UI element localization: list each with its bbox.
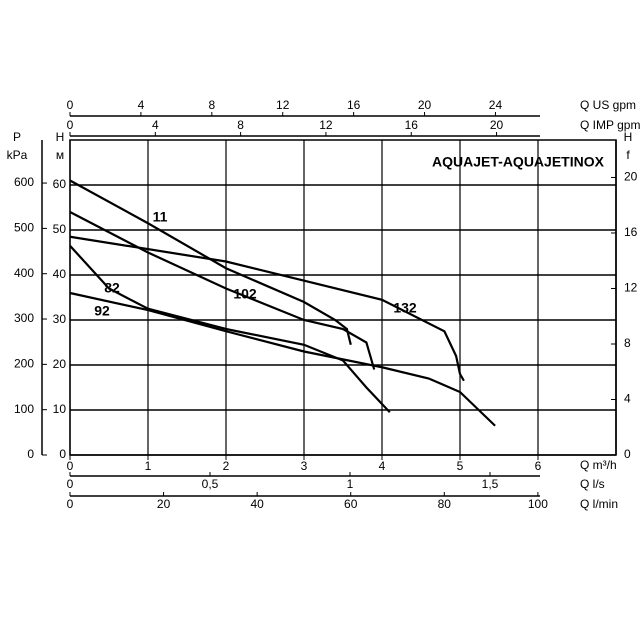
x-tick-label: 1 [145,459,152,473]
axis-label: Q l/s [580,477,605,491]
axis-tick-label: 12 [624,281,638,295]
y-tick-label: 60 [53,177,67,191]
x-axis-label: Q m³/h [580,458,617,472]
y-axis-unit: м [56,148,64,162]
axis-tick-label: 100 [528,497,548,511]
axis-tick-label: 12 [319,118,333,132]
axis-tick-label: 4 [624,392,631,406]
axis-tick-label: 20 [490,118,504,132]
axis-unit: f [626,148,630,162]
axis-tick-label: 600 [14,175,34,189]
curve [69,291,496,427]
axis-label: H [624,130,633,144]
axis-label: Q l/min [580,497,618,511]
axis-tick-label: 12 [276,98,290,112]
axis-tick-label: 500 [14,221,34,235]
axis-tick-label: 16 [347,98,361,112]
curve [69,179,352,346]
y-tick-label: 40 [53,267,67,281]
curve-label: 102 [233,286,257,302]
axis-tick-label: 200 [14,357,34,371]
axis-tick-label: 0 [67,98,74,112]
axis-tick-label: 100 [14,402,34,416]
curve [69,245,391,414]
axis-tick-label: 20 [418,98,432,112]
axis-label: P [13,130,21,144]
axis-tick-label: 60 [344,497,358,511]
axis-tick-label: 300 [14,311,34,325]
axis-tick-label: 80 [438,497,452,511]
y-tick-label: 0 [59,447,66,461]
axis-tick-label: 4 [138,98,145,112]
x-tick-label: 0 [67,459,74,473]
curve-label: 11 [153,209,168,225]
y-tick-label: 20 [53,357,67,371]
axis-tick-label: 16 [405,118,419,132]
axis-tick-label: 8 [237,118,244,132]
y-tick-label: 10 [53,402,67,416]
axis-tick-label: 20 [157,497,171,511]
axis-tick-label: 20 [624,170,638,184]
axis-tick-label: 24 [489,98,503,112]
x-tick-label: 2 [223,459,230,473]
axis-label: Q US gpm [580,98,636,112]
axis-tick-label: 0 [624,447,631,461]
x-tick-label: 3 [301,459,308,473]
axis-label: Q IMP gpm [580,118,640,132]
x-tick-label: 4 [379,459,386,473]
axis-tick-label: 0 [67,497,74,511]
axis-tick-label: 0 [67,477,74,491]
axis-tick-label: 1,5 [482,477,499,491]
axis-tick-label: 4 [152,118,159,132]
axis-unit: kPa [7,148,28,162]
y-tick-label: 50 [53,222,67,236]
curve-label: 82 [104,280,120,296]
axis-tick-label: 8 [208,98,215,112]
axis-tick-label: 8 [624,336,631,350]
chart-title: AQUAJET-AQUAJETINOX [432,154,605,170]
axis-tick-label: 16 [624,225,638,239]
curve-label: 92 [94,303,110,319]
axis-tick-label: 0,5 [202,477,219,491]
curve [69,235,465,382]
curve-label: 132 [393,300,417,316]
axis-tick-label: 400 [14,266,34,280]
axis-tick-label: 0 [27,447,34,461]
x-tick-label: 6 [535,459,542,473]
axis-tick-label: 0 [67,118,74,132]
y-axis-label: H [56,130,65,144]
y-tick-label: 30 [53,312,67,326]
axis-tick-label: 40 [250,497,264,511]
axis-tick-label: 1 [347,477,354,491]
curve [69,211,376,370]
x-tick-label: 5 [457,459,464,473]
